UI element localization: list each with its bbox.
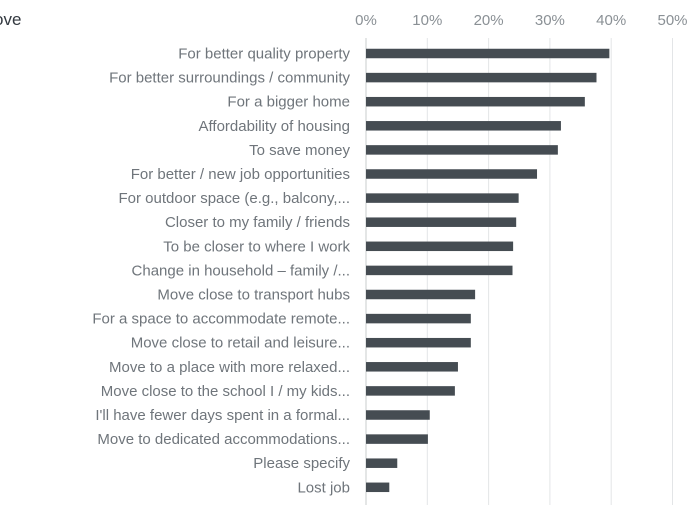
category-label: Move to dedicated accommodations... [97, 431, 350, 448]
category-label: For outdoor space (e.g., balcony,... [118, 190, 350, 207]
chart-title: ove [0, 10, 21, 29]
bar [366, 48, 610, 59]
category-label: For better surroundings / community [109, 70, 350, 87]
bar [366, 72, 597, 83]
category-label: Change in household – family /... [132, 262, 350, 279]
x-tick-label: 40% [596, 12, 626, 29]
category-label: Affordability of housing [199, 118, 351, 135]
x-tick-label: 20% [474, 12, 504, 29]
bar [366, 121, 561, 131]
bar [366, 96, 585, 107]
bar [366, 313, 471, 324]
bar [366, 265, 513, 276]
bar [366, 169, 538, 179]
x-tick-label: 30% [535, 12, 565, 29]
category-labels: For better quality property For better su… [92, 46, 350, 497]
category-label: Closer to my family / friends [165, 214, 350, 231]
x-tick-label: 0% [355, 12, 377, 29]
category-label: Move close to retail and leisure... [131, 335, 350, 352]
category-label: Move close to the school I / my kids... [101, 383, 350, 400]
bar [366, 289, 476, 300]
bar [366, 193, 519, 203]
x-tick-label: 50% [657, 12, 687, 29]
bar [366, 362, 458, 372]
x-axis-ticks: 0% 10% 20% 30% 40% 50% [355, 12, 687, 29]
category-label: I'll have fewer days spent in a formal..… [95, 407, 350, 424]
category-label: Move to a place with more relaxed... [109, 359, 350, 376]
bar [366, 337, 471, 348]
category-label: For a bigger home [227, 94, 350, 111]
bar [366, 410, 430, 420]
bar [366, 482, 390, 493]
bar [366, 217, 517, 227]
bar [366, 241, 514, 252]
category-label: For better quality property [178, 46, 350, 63]
category-label: To be closer to where I work [163, 238, 350, 255]
category-label: Move close to transport hubs [157, 287, 350, 304]
bar [366, 386, 455, 396]
category-label: For better / new job opportunities [131, 166, 350, 183]
bar [366, 458, 398, 468]
bars [366, 48, 610, 493]
category-label: To save money [249, 142, 350, 159]
category-label: For a space to accommodate remote... [92, 311, 350, 328]
bar [366, 434, 428, 444]
category-label: Lost job [297, 479, 350, 496]
category-label: Please specify [253, 455, 350, 472]
x-tick-label: 10% [412, 12, 442, 29]
bar [366, 145, 558, 155]
